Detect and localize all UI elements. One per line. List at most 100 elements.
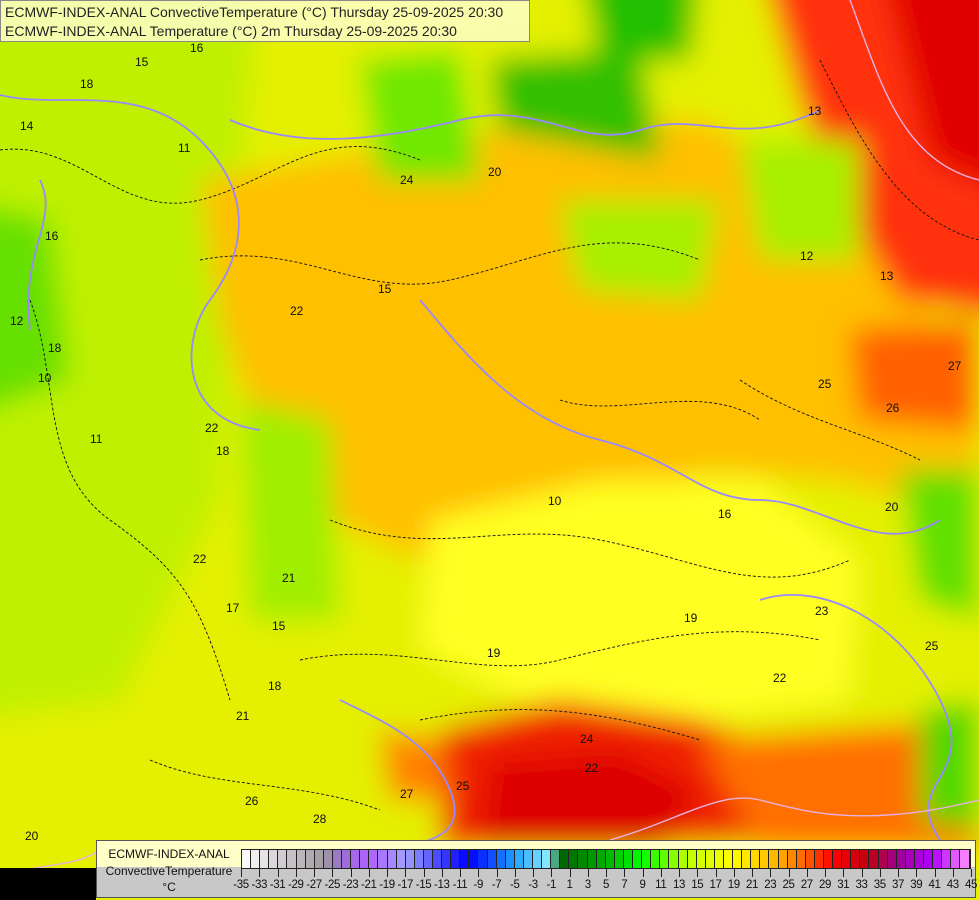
- legend-color-cell: [914, 850, 925, 868]
- legend-color-cell: [332, 850, 343, 868]
- legend-color-cell: [369, 850, 379, 868]
- legend-color-cell: [651, 850, 661, 868]
- country-borders: [0, 94, 953, 851]
- legend-tick: [898, 869, 899, 877]
- legend-color-cell: [578, 850, 588, 868]
- legend-tick-label: 37: [892, 879, 904, 891]
- legend-color-cell: [842, 850, 852, 868]
- legend-color-cell: [769, 850, 779, 868]
- legend-tick-label: -5: [510, 879, 520, 891]
- legend-tick-label: -27: [306, 879, 322, 891]
- legend-tick: [295, 869, 297, 877]
- legend-tick-label: -15: [415, 879, 432, 891]
- legend-tick: [496, 869, 498, 877]
- legend-tick-label: 3: [584, 879, 591, 891]
- contour-label: 22: [585, 761, 599, 775]
- legend-tick: [642, 869, 644, 877]
- legend-color-cell: [478, 850, 488, 868]
- legend-tick: [879, 869, 881, 877]
- legend-tick: [825, 869, 826, 877]
- contour-label: 19: [487, 646, 501, 660]
- contour-label: 18: [48, 341, 62, 355]
- legend-color-cell: [705, 850, 715, 868]
- legend-tick: [788, 869, 790, 877]
- legend-tick-label: 21: [746, 879, 758, 891]
- legend-tick: [460, 869, 461, 877]
- legend-tick: [934, 869, 936, 877]
- legend-color-cell: [342, 850, 352, 868]
- legend-tick: [971, 869, 972, 877]
- legend-color-bar: [241, 849, 971, 869]
- contour-label: 19: [684, 611, 698, 625]
- legend-tick: [861, 869, 863, 877]
- legend-tick: [551, 869, 553, 877]
- legend-tick: [314, 869, 315, 877]
- legend-tick: [259, 869, 261, 877]
- legend-color-cell: [296, 850, 306, 868]
- legend-color-cell: [896, 850, 906, 868]
- contour-label: 15: [135, 55, 149, 69]
- legend-tick-label: 5: [603, 879, 609, 891]
- contour-label: 14: [20, 119, 34, 133]
- legend-color-cell: [432, 850, 443, 868]
- legend-color-cell: [505, 850, 515, 868]
- legend-color-cell: [287, 850, 297, 868]
- legend-tick: [697, 869, 699, 877]
- map-title: ECMWF-INDEX-ANAL ConvectiveTemperature (…: [0, 0, 530, 42]
- legend-tick: [368, 869, 370, 877]
- no-data-area: [0, 868, 96, 900]
- legend-tick-label: 7: [621, 879, 628, 891]
- legend-color-cell: [396, 850, 406, 868]
- legend-tick: [478, 869, 480, 877]
- legend-parameter: ConvectiveTemperature: [105, 864, 233, 878]
- legend-tick: [770, 869, 772, 877]
- legend-tick-label: 13: [673, 879, 685, 891]
- legend-color-cell: [496, 850, 506, 868]
- legend-tick-label: -31: [269, 879, 286, 891]
- legend-color-cell: [623, 850, 634, 868]
- contour-labels: 16 18 14 11 16 12 10 11 15 22 18 22 21 15 17 18 21 19 19 16…: [10, 41, 962, 843]
- legend-color-cell: [751, 850, 761, 868]
- legend-tick: [423, 869, 425, 877]
- contour-label: 16: [45, 229, 59, 243]
- legend-tick-label: -35: [233, 879, 249, 891]
- legend-color-cell: [405, 850, 415, 868]
- contour-label: 20: [885, 500, 899, 514]
- temperature-contours: [0, 59, 979, 811]
- legend-tick: [733, 869, 735, 877]
- legend-tick-label: 31: [837, 879, 850, 891]
- contour-label: 22: [290, 304, 304, 318]
- legend-color-cell: [587, 850, 597, 868]
- legend-color-cell: [760, 850, 770, 868]
- contour-label: 26: [245, 794, 259, 808]
- legend-color-cell: [714, 850, 724, 868]
- legend-color-cell: [660, 850, 670, 868]
- legend-tick: [405, 869, 407, 877]
- legend-tick-label: 19: [727, 879, 740, 891]
- contour-label: 18: [216, 444, 230, 458]
- legend-tick: [587, 869, 589, 877]
- legend-tick-label: 23: [764, 879, 777, 891]
- contour-label: 10: [548, 494, 562, 508]
- legend-color-cell: [260, 850, 270, 868]
- legend-tick-label: 41: [928, 879, 941, 891]
- legend-color-cell: [805, 850, 815, 868]
- legend-color-cell: [560, 850, 570, 868]
- legend-color-cell: [596, 850, 606, 868]
- contour-label: 27: [400, 787, 414, 801]
- legend-color-cell: [460, 850, 470, 868]
- legend-color-cell: [569, 850, 579, 868]
- legend-tick: [843, 869, 845, 877]
- legend-color-cell: [669, 850, 679, 868]
- legend-color-cell: [414, 850, 424, 868]
- legend-tick: [916, 869, 918, 877]
- legend-color-cell: [633, 850, 643, 868]
- legend-color-cell: [814, 850, 824, 868]
- legend-tick-label: 33: [855, 879, 868, 891]
- legend-color-cell: [869, 850, 879, 868]
- legend-color-cell: [605, 850, 615, 868]
- legend-color-cell: [551, 850, 561, 868]
- legend-tick: [441, 869, 443, 877]
